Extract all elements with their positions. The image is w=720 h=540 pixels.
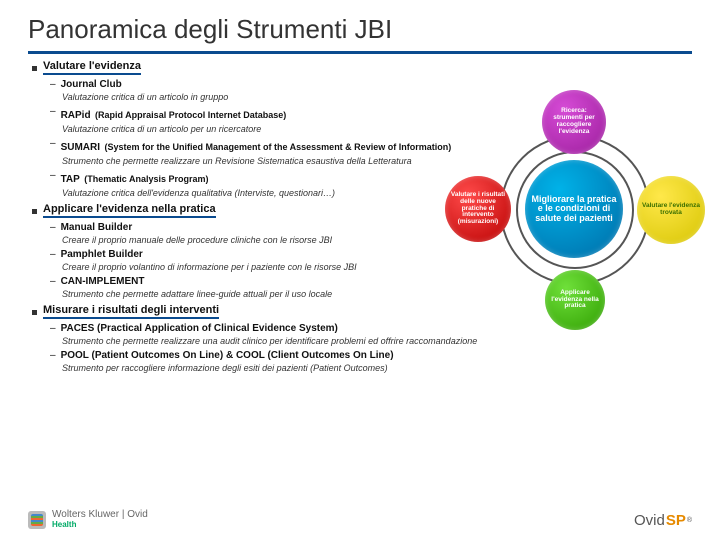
section-bullet-icon [32, 209, 37, 214]
list-item: –Journal Club Valutazione critica di un … [50, 78, 452, 103]
section-title: Applicare l'evidenza nella pratica [43, 203, 216, 218]
cycle-node-risultati: Valutare i risultati delle nuove pratich… [445, 176, 511, 242]
list-item: –SUMARI (System for the Unified Manageme… [50, 137, 452, 167]
cycle-node-applicare: Applicare l'evidenza nella pratica [545, 270, 605, 330]
list-item: –Manual Builder Creare il proprio manual… [50, 221, 452, 246]
section-bullet-icon [32, 66, 37, 71]
cycle-diagram: Ricerca: strumenti per raccogliere l'evi… [445, 90, 705, 350]
title-rule [28, 51, 692, 54]
list-item: –Pamphlet Builder Creare il proprio vola… [50, 248, 452, 273]
section-title: Misurare i risultati degli interventi [43, 304, 219, 319]
footer: Wolters Kluwer | Ovid Health OvidSP® [0, 506, 720, 534]
cycle-node-center: Migliorare la pratica e le condizioni di… [525, 160, 623, 258]
wolters-kluwer-logo: Wolters Kluwer | Ovid Health [28, 510, 148, 530]
list-item: –TAP (Thematic Analysis Program) Valutaz… [50, 169, 452, 199]
list-item: –POOL (Patient Outcomes On Line) & COOL … [50, 349, 672, 374]
section-applicare: Applicare l'evidenza nella pratica –Manu… [32, 203, 452, 300]
cycle-node-valutare: Valutare l'evidenza trovata [637, 176, 705, 244]
wk-mark-icon [28, 511, 46, 529]
ovidsp-logo: OvidSP® [634, 512, 692, 529]
section-title: Valutare l'evidenza [43, 60, 141, 75]
section-bullet-icon [32, 310, 37, 315]
list-item: –RAPid (Rapid Appraisal Protocol Interne… [50, 105, 452, 135]
section-valutare: Valutare l'evidenza –Journal Club Valuta… [32, 60, 452, 199]
sections-column: Valutare l'evidenza –Journal Club Valuta… [32, 60, 452, 374]
page-title: Panoramica degli Strumenti JBI [0, 0, 720, 51]
cycle-node-ricerca: Ricerca: strumenti per raccogliere l'evi… [542, 90, 606, 154]
list-item: –CAN-IMPLEMENT Strumento che permette ad… [50, 275, 452, 300]
